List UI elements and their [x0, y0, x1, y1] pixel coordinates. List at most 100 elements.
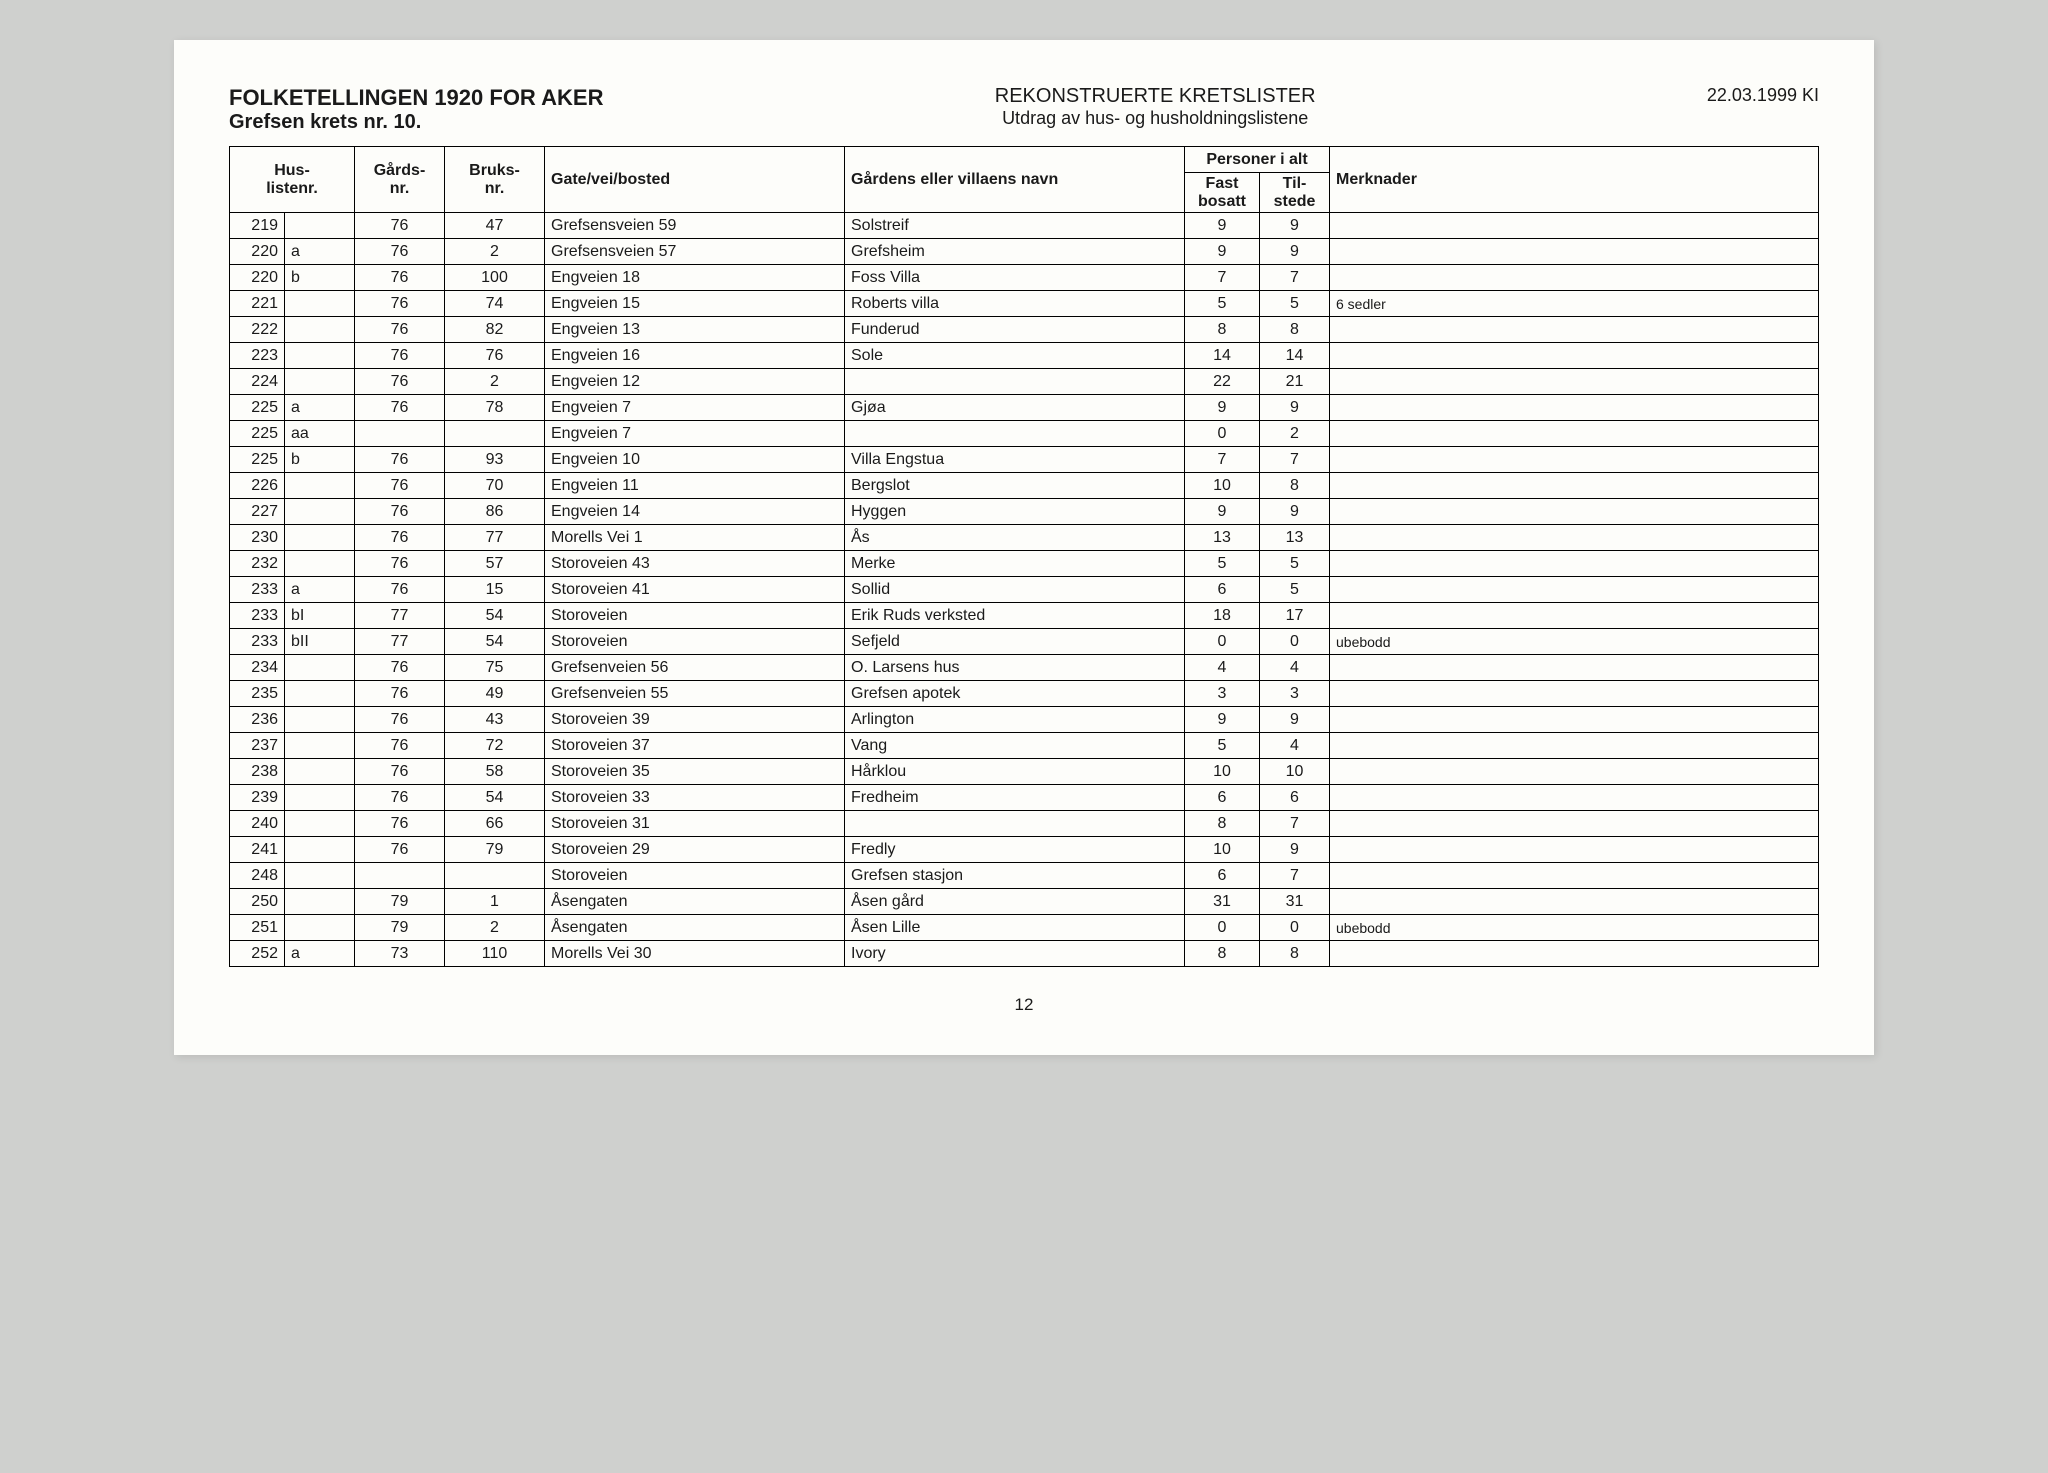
- cell-huslistsub: [285, 915, 355, 941]
- cell-huslistsub: [285, 863, 355, 889]
- center-sub: Utdrag av hus- og husholdningslistene: [683, 108, 1626, 129]
- cell-huslistsub: [285, 655, 355, 681]
- cell-huslistnr: 233: [230, 629, 285, 655]
- cell-tilstede: 9: [1260, 499, 1330, 525]
- cell-fast: 8: [1185, 941, 1260, 967]
- cell-gards: 76: [355, 577, 445, 603]
- cell-gards: 76: [355, 499, 445, 525]
- cell-huslistnr: 235: [230, 681, 285, 707]
- cell-gate: Storoveien 37: [545, 733, 845, 759]
- cell-gate: Storoveien 43: [545, 551, 845, 577]
- cell-gate: Engveien 15: [545, 291, 845, 317]
- cell-huslistsub: [285, 785, 355, 811]
- cell-huslistnr: 225: [230, 395, 285, 421]
- table-row: 2397654Storoveien 33Fredheim66: [230, 785, 1819, 811]
- cell-gards: 76: [355, 291, 445, 317]
- cell-huslistnr: 230: [230, 525, 285, 551]
- cell-fast: 7: [1185, 447, 1260, 473]
- cell-fast: 6: [1185, 863, 1260, 889]
- cell-gate: Storoveien: [545, 603, 845, 629]
- cell-gards: 79: [355, 915, 445, 941]
- cell-huslistsub: [285, 525, 355, 551]
- cell-huslistsub: b: [285, 265, 355, 291]
- cell-merk: ubebodd: [1330, 629, 1819, 655]
- cell-gardnavn: Åsen gård: [845, 889, 1185, 915]
- cell-gate: Engveien 7: [545, 421, 845, 447]
- cell-tilstede: 31: [1260, 889, 1330, 915]
- cell-huslistsub: [285, 291, 355, 317]
- cell-huslistsub: [285, 551, 355, 577]
- cell-gards: 76: [355, 343, 445, 369]
- cell-tilstede: 9: [1260, 707, 1330, 733]
- cell-gardnavn: Fredly: [845, 837, 1185, 863]
- cell-gardnavn: Sole: [845, 343, 1185, 369]
- title-main: FOLKETELLINGEN 1920 FOR AKER: [229, 85, 603, 111]
- cell-tilstede: 10: [1260, 759, 1330, 785]
- cell-merk: [1330, 395, 1819, 421]
- cell-bruks: 54: [445, 629, 545, 655]
- cell-gardnavn: Hårklou: [845, 759, 1185, 785]
- cell-huslistsub: [285, 837, 355, 863]
- table-row: 251792ÅsengatenÅsen Lille00ubebodd: [230, 915, 1819, 941]
- cell-fast: 9: [1185, 395, 1260, 421]
- cell-huslistnr: 248: [230, 863, 285, 889]
- cell-merk: [1330, 863, 1819, 889]
- cell-fast: 0: [1185, 915, 1260, 941]
- cell-gate: Engveien 14: [545, 499, 845, 525]
- cell-gate: Morells Vei 30: [545, 941, 845, 967]
- cell-huslistsub: [285, 369, 355, 395]
- cell-merk: [1330, 655, 1819, 681]
- cell-gards: 76: [355, 707, 445, 733]
- cell-gards: 76: [355, 733, 445, 759]
- cell-gardnavn: [845, 369, 1185, 395]
- cell-gards: 76: [355, 239, 445, 265]
- cell-bruks: 93: [445, 447, 545, 473]
- cell-huslistnr: 250: [230, 889, 285, 915]
- cell-gardnavn: O. Larsens hus: [845, 655, 1185, 681]
- cell-gardnavn: Villa Engstua: [845, 447, 1185, 473]
- cell-bruks: 1: [445, 889, 545, 915]
- cell-gate: Storoveien: [545, 629, 845, 655]
- cell-gards: 76: [355, 525, 445, 551]
- col-huslistenr: Hus-listenr.: [230, 147, 355, 213]
- cell-tilstede: 14: [1260, 343, 1330, 369]
- cell-fast: 7: [1185, 265, 1260, 291]
- table-row: 2237676Engveien 16Sole1414: [230, 343, 1819, 369]
- cell-fast: 3: [1185, 681, 1260, 707]
- cell-fast: 10: [1185, 759, 1260, 785]
- cell-merk: [1330, 343, 1819, 369]
- cell-tilstede: 9: [1260, 837, 1330, 863]
- cell-gards: 76: [355, 447, 445, 473]
- table-row: 220a762Grefsensveien 57Grefsheim99: [230, 239, 1819, 265]
- cell-bruks: 74: [445, 291, 545, 317]
- cell-bruks: 76: [445, 343, 545, 369]
- cell-huslistsub: a: [285, 941, 355, 967]
- cell-merk: [1330, 759, 1819, 785]
- cell-huslistnr: 236: [230, 707, 285, 733]
- page-number: 12: [229, 995, 1819, 1015]
- cell-gardnavn: Sollid: [845, 577, 1185, 603]
- cell-merk: [1330, 369, 1819, 395]
- cell-bruks: 49: [445, 681, 545, 707]
- cell-huslistsub: [285, 733, 355, 759]
- cell-tilstede: 8: [1260, 473, 1330, 499]
- cell-huslistnr: 221: [230, 291, 285, 317]
- cell-bruks: 82: [445, 317, 545, 343]
- cell-gards: 76: [355, 213, 445, 239]
- cell-gate: Grefsenveien 56: [545, 655, 845, 681]
- table-row: 2277686Engveien 14Hyggen99: [230, 499, 1819, 525]
- cell-gards: 76: [355, 811, 445, 837]
- cell-fast: 22: [1185, 369, 1260, 395]
- col-bruks: Bruks-nr.: [445, 147, 545, 213]
- cell-merk: [1330, 551, 1819, 577]
- cell-gardnavn: Grefsen stasjon: [845, 863, 1185, 889]
- cell-gardnavn: Arlington: [845, 707, 1185, 733]
- cell-bruks: 2: [445, 369, 545, 395]
- cell-bruks: 100: [445, 265, 545, 291]
- cell-fast: 5: [1185, 733, 1260, 759]
- table-row: 2417679Storoveien 29Fredly109: [230, 837, 1819, 863]
- cell-huslistnr: 252: [230, 941, 285, 967]
- cell-merk: [1330, 811, 1819, 837]
- cell-bruks: 72: [445, 733, 545, 759]
- cell-gate: Storoveien 41: [545, 577, 845, 603]
